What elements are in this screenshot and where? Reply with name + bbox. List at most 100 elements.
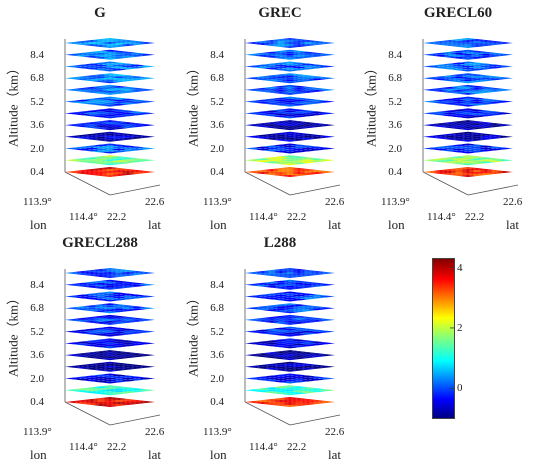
lat-axis-label: lat [328, 217, 341, 232]
y-tick-label: 0.4 [210, 396, 224, 408]
panel-plot [244, 38, 341, 196]
slice-3.6km [423, 120, 513, 131]
panel-plot [422, 38, 519, 196]
slice-9.2km [423, 38, 513, 48]
y-tick-label: 8.4 [210, 48, 224, 61]
y-tick-label: 5.2 [210, 325, 224, 338]
slice-3.6km [65, 350, 155, 361]
y-tick-label: 3.6 [388, 119, 402, 132]
slice-6.8km [245, 303, 335, 314]
panel-title: GREC [258, 5, 302, 21]
slice-4.4km [423, 108, 513, 119]
slice-2km [423, 143, 513, 154]
slice-1.2km [245, 155, 335, 166]
y-tick-label: 6.8 [210, 72, 224, 85]
panel-title: GRECL60 [423, 5, 493, 21]
lon-axis-label: lon [210, 217, 227, 232]
y-tick-label: 2.0 [30, 372, 44, 385]
slice-2.8km [423, 131, 513, 142]
slice-2km [245, 373, 335, 384]
panel-l288: L288 Altitude（km） 0.4 2.0 3.6 5.2 6.8 8.4 113.9°… [180, 235, 350, 462]
y-tick-label: 3.6 [210, 349, 224, 362]
lat-axis-line [467, 184, 519, 196]
panel-title: GRECL288 [62, 235, 138, 251]
panel-grecl60: GRECL60 Altitude（km） 0.4 2.0 3.6 5.2 6.8 8.4 113… [358, 5, 528, 232]
lon-tick-label: 114.4° [69, 441, 98, 453]
y-tick-label: 8.4 [30, 278, 44, 291]
lat-tick-label: 22.6 [325, 196, 345, 208]
lon-axis-line [244, 171, 291, 196]
lon-axis-label: lon [30, 217, 47, 232]
colorbar-tick-label: 2 [457, 321, 463, 334]
y-tick-label: 0.4 [210, 166, 224, 178]
lat-axis-label: lat [506, 217, 519, 232]
panel-plot [64, 268, 161, 426]
slice-5.2km [245, 326, 335, 337]
slice-4.4km [65, 108, 155, 119]
slice-0.4km [65, 397, 155, 407]
slice-5.2km [423, 96, 513, 107]
slice-2.8km [245, 131, 335, 142]
y-tick-label: 6.8 [30, 72, 44, 85]
lat-axis-label: lat [148, 447, 161, 462]
colorbar-tick-label: 0 [457, 382, 463, 395]
lat-axis-label: lat [148, 217, 161, 232]
y-tick-label: 0.4 [388, 166, 402, 178]
lon-tick-label: 113.9° [23, 196, 52, 208]
panel-plot [64, 38, 161, 196]
panel-plot [244, 268, 341, 426]
slice-6.8km [65, 303, 155, 314]
slice-8.4km [423, 49, 513, 60]
y-tick-label: 8.4 [30, 48, 44, 61]
slice-1.2km [65, 155, 155, 166]
y-tick-label: 2.0 [210, 142, 224, 155]
slice-2.8km [65, 131, 155, 142]
slice-7.6km [245, 61, 335, 72]
slice-4.4km [245, 338, 335, 349]
lat-tick-label: 22.6 [325, 426, 345, 438]
y-tick-label: 5.2 [30, 95, 44, 108]
lon-axis-label: lon [388, 217, 405, 232]
y-tick-label: 0.4 [30, 396, 44, 408]
slice-6km [65, 84, 155, 95]
lat-tick-label: 22.6 [145, 196, 165, 208]
lat-tick-label: 22.2 [287, 211, 307, 223]
slice-3.6km [65, 120, 155, 131]
slice-2.8km [245, 361, 335, 372]
lon-axis-label: lon [210, 447, 227, 462]
slice-9.2km [65, 38, 155, 48]
y-tick-label: 8.4 [388, 48, 402, 61]
slice-1.2km [65, 385, 155, 396]
lat-tick-label: 22.2 [107, 441, 127, 453]
slice-1.2km [423, 155, 513, 166]
slice-3.6km [245, 350, 335, 361]
lon-axis-line [64, 171, 111, 196]
y-tick-label: 5.2 [30, 325, 44, 338]
slice-2km [65, 373, 155, 384]
slice-7.6km [245, 291, 335, 302]
lat-axis-line [289, 184, 341, 196]
slice-6km [423, 84, 513, 95]
lat-tick-label: 22.6 [145, 426, 165, 438]
slice-6km [245, 314, 335, 325]
slice-5.2km [245, 96, 335, 107]
panel-grec: GREC Altitude（km） 0.4 2.0 3.6 5.2 6.8 8.4 113.9°… [180, 5, 350, 232]
slice-9.2km [245, 268, 335, 278]
slice-0.4km [245, 167, 335, 177]
lat-axis-line [109, 414, 161, 426]
lon-tick-label: 114.4° [69, 211, 98, 223]
panel-g: G Altitude（km） 0.4 2.0 3.6 5.2 6.8 8.4 113.9° 114… [0, 5, 170, 232]
slice-1.2km [245, 385, 335, 396]
slice-7.6km [423, 61, 513, 72]
lon-tick-label: 114.4° [249, 211, 278, 223]
lat-tick-label: 22.2 [107, 211, 127, 223]
lon-axis-label: lon [30, 447, 47, 462]
panel-title: L288 [263, 235, 297, 251]
y-tick-label: 6.8 [210, 302, 224, 315]
slice-9.2km [245, 38, 335, 48]
slice-2km [245, 143, 335, 154]
lon-axis-line [64, 401, 111, 426]
y-tick-label: 6.8 [388, 72, 402, 85]
lat-tick-label: 22.2 [465, 211, 485, 223]
